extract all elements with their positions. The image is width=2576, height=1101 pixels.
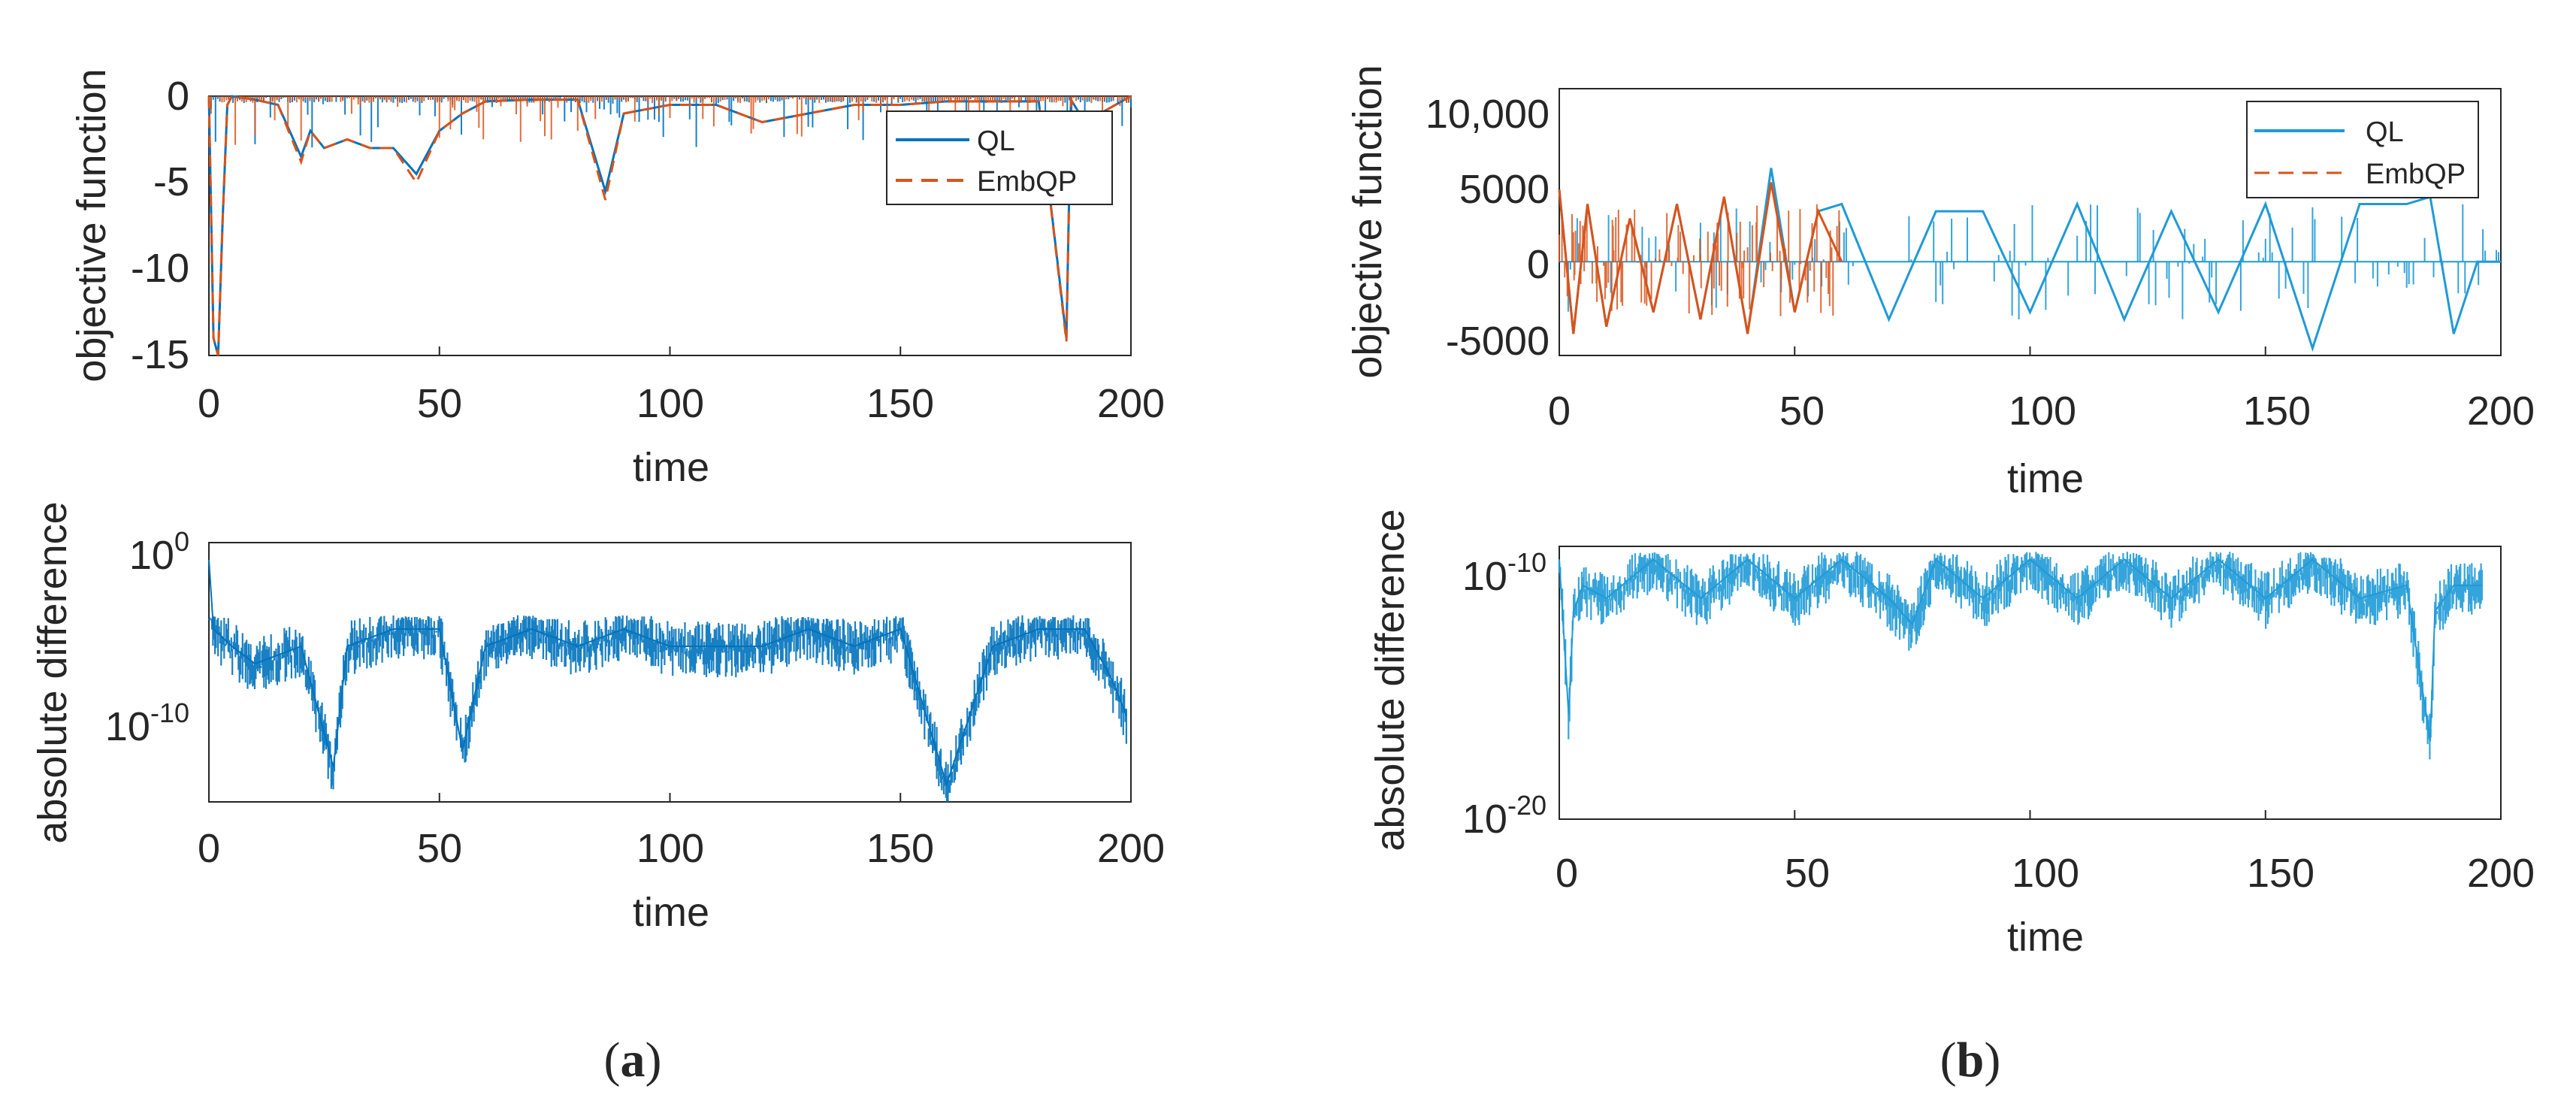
xtick-a-top: 50 [417,381,462,426]
xtick-a-bottom: 150 [866,826,934,871]
plot-b-bottom-area [1558,552,2502,819]
xtick-b-bottom: 100 [2012,851,2079,896]
ytick-a-bottom: 100 [129,526,189,578]
ytick-a-top: -10 [131,246,189,291]
legend-label-embqp: EmbQP [2366,159,2466,190]
panel-a-top: objective function time -15 -10 -5 0 0 5… [69,68,1165,490]
panel-b-top: objective function time -5000 0 5000 10,… [1345,65,2535,501]
series-texture-ql [207,615,1127,802]
xtick-b-top: 50 [1779,389,1825,434]
xlabel-b-bottom: time [2007,915,2084,960]
xtick-b-top: 100 [2009,389,2076,434]
plot-b-bottom-frame [1559,546,2502,820]
ytick-b-top: 5000 [1459,167,1550,212]
ytick-a-top: -5 [153,159,189,204]
xlabel-a-bottom: time [633,890,709,935]
xlabel-a-top: time [633,445,709,490]
panel-b-bottom: absolute difference time 10-10 10-20 0 5… [1368,509,2535,960]
legend-box [886,110,1113,205]
ylabel-a-top: objective function [69,68,114,382]
xtick-a-bottom: 50 [417,826,462,871]
xtick-a-bottom: 100 [636,826,704,871]
plot-a-bottom-frame [208,542,1132,803]
ytick-b-bottom: 10-20 [1462,790,1547,842]
xtick-b-top: 150 [2243,389,2311,434]
xtick-a-bottom: 200 [1097,826,1165,871]
legend-label-ql: QL [2366,116,2404,148]
panel-a-bottom: absolute difference time 100 10-10 0 50 … [30,501,1165,935]
legend-box [2246,101,2479,198]
ytick-a-top: -15 [131,332,189,377]
xtick-b-bottom: 0 [1556,851,1578,896]
panel-label-a: (a) [604,1033,662,1087]
series-texture-ql [1558,552,2483,760]
plot-b-top-area [1558,168,2502,355]
ylabel-a-bottom: absolute difference [30,501,75,843]
xtick-a-top: 0 [198,381,220,426]
ytick-a-bottom: 10-10 [105,697,189,749]
xtick-b-bottom: 50 [1785,851,1830,896]
ytick-b-top: 0 [1527,242,1550,287]
ytick-b-bottom: 10-10 [1462,547,1547,599]
series-texture-embqp [1559,204,1840,316]
xtick-b-top: 200 [2467,389,2535,434]
xtick-a-top: 200 [1097,381,1165,426]
xtick-a-bottom: 0 [198,826,220,871]
ytick-b-top: 10,000 [1426,92,1550,137]
panel-label-b: (b) [1940,1033,2001,1087]
legend-label-ql: QL [977,126,1015,157]
ylabel-b-top: objective function [1345,65,1390,378]
legend-b-top: QL EmbQP [2246,101,2479,198]
xtick-b-top: 0 [1548,389,1571,434]
legend-a-top: QL EmbQP [886,110,1113,205]
plot-a-bottom-area [207,559,1132,802]
xtick-a-top: 150 [866,381,934,426]
xtick-b-bottom: 150 [2247,851,2314,896]
xtick-b-bottom: 200 [2467,851,2535,896]
series-line-embqp [1558,182,1843,334]
xlabel-b-top: time [2007,456,2084,501]
xtick-a-top: 100 [636,381,704,426]
ytick-b-top: -5000 [1446,319,1550,364]
legend-label-embqp: EmbQP [977,166,1077,198]
series-texture-embqp [208,96,1132,147]
ytick-a-top: 0 [167,74,189,119]
ylabel-b-bottom: absolute difference [1368,509,1413,851]
